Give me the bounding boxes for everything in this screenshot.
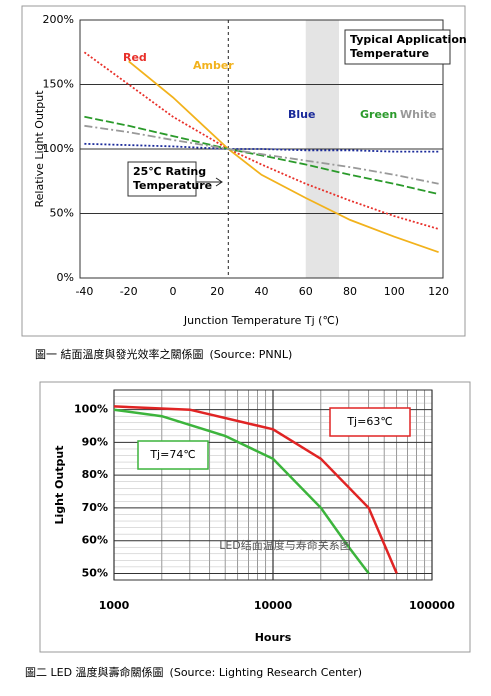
x-tick-label: 100000 xyxy=(409,599,455,612)
x-tick-label: 80 xyxy=(343,285,357,298)
annotation-box xyxy=(344,29,451,65)
annotation: Temperature xyxy=(350,47,429,60)
series-label: Amber xyxy=(193,59,234,72)
legend-label: Tj=74℃ xyxy=(149,448,195,461)
source: (Source: Lighting Research Center) xyxy=(170,666,363,679)
x-tick-label: 20 xyxy=(210,285,224,298)
y-tick-label: 150% xyxy=(43,78,74,91)
y-tick-label: 0% xyxy=(57,271,74,284)
y-axis-label: Light Output xyxy=(53,446,66,525)
y-tick-label: 70% xyxy=(82,501,108,514)
annotation: 25℃ Rating xyxy=(133,165,206,178)
source: (Source: PNNL) xyxy=(210,348,293,361)
y-tick-label: 90% xyxy=(82,435,108,448)
x-axis-label: Junction Temperature Tj (℃) xyxy=(183,314,339,327)
series-label: Blue xyxy=(288,108,315,121)
x-tick-label: 10000 xyxy=(254,599,293,612)
y-axis-label: Relative Light Output xyxy=(33,90,46,208)
plot-border xyxy=(113,389,433,581)
series-line xyxy=(84,115,439,195)
series-line xyxy=(83,51,439,230)
x-tick-label: -20 xyxy=(120,285,138,298)
annotation: Typical Application xyxy=(350,33,467,46)
series-line xyxy=(113,405,398,574)
annotation: Temperature xyxy=(133,179,212,192)
x-tick-label: -40 xyxy=(75,285,93,298)
caption: 圖二 LED 溫度與壽命關係圖 xyxy=(25,665,164,679)
series-label: Red xyxy=(123,51,147,64)
series-line xyxy=(84,124,439,185)
y-tick-label: 100% xyxy=(74,403,108,416)
series-line xyxy=(113,408,370,575)
watermark: LED结面温度与寿命关系图 xyxy=(219,538,351,552)
x-tick-label: 120 xyxy=(428,285,449,298)
y-tick-label: 50% xyxy=(50,207,74,220)
series-label: White xyxy=(400,108,436,121)
y-tick-label: 80% xyxy=(82,468,108,481)
y-tick-label: 60% xyxy=(82,534,108,547)
series-line xyxy=(128,60,439,254)
arrow xyxy=(196,177,223,187)
series-label: Green xyxy=(360,108,397,121)
legend-label: Tj=63℃ xyxy=(346,415,392,428)
series-line xyxy=(84,142,439,153)
annotation-box xyxy=(127,161,197,197)
plot-border xyxy=(79,19,444,279)
caption: 圖一 結面溫度與發光效率之關係圖 xyxy=(35,347,204,361)
legend-box xyxy=(329,407,411,437)
legend-box xyxy=(137,440,209,470)
x-tick-label: 0 xyxy=(169,285,176,298)
x-tick-label: 1000 xyxy=(99,599,130,612)
x-axis-label: Hours xyxy=(255,631,292,644)
y-tick-label: 50% xyxy=(82,566,108,579)
x-tick-label: 40 xyxy=(255,285,269,298)
x-tick-label: 60 xyxy=(299,285,313,298)
x-tick-label: 100 xyxy=(384,285,405,298)
y-tick-label: 100% xyxy=(43,142,74,155)
y-tick-label: 200% xyxy=(43,13,74,26)
